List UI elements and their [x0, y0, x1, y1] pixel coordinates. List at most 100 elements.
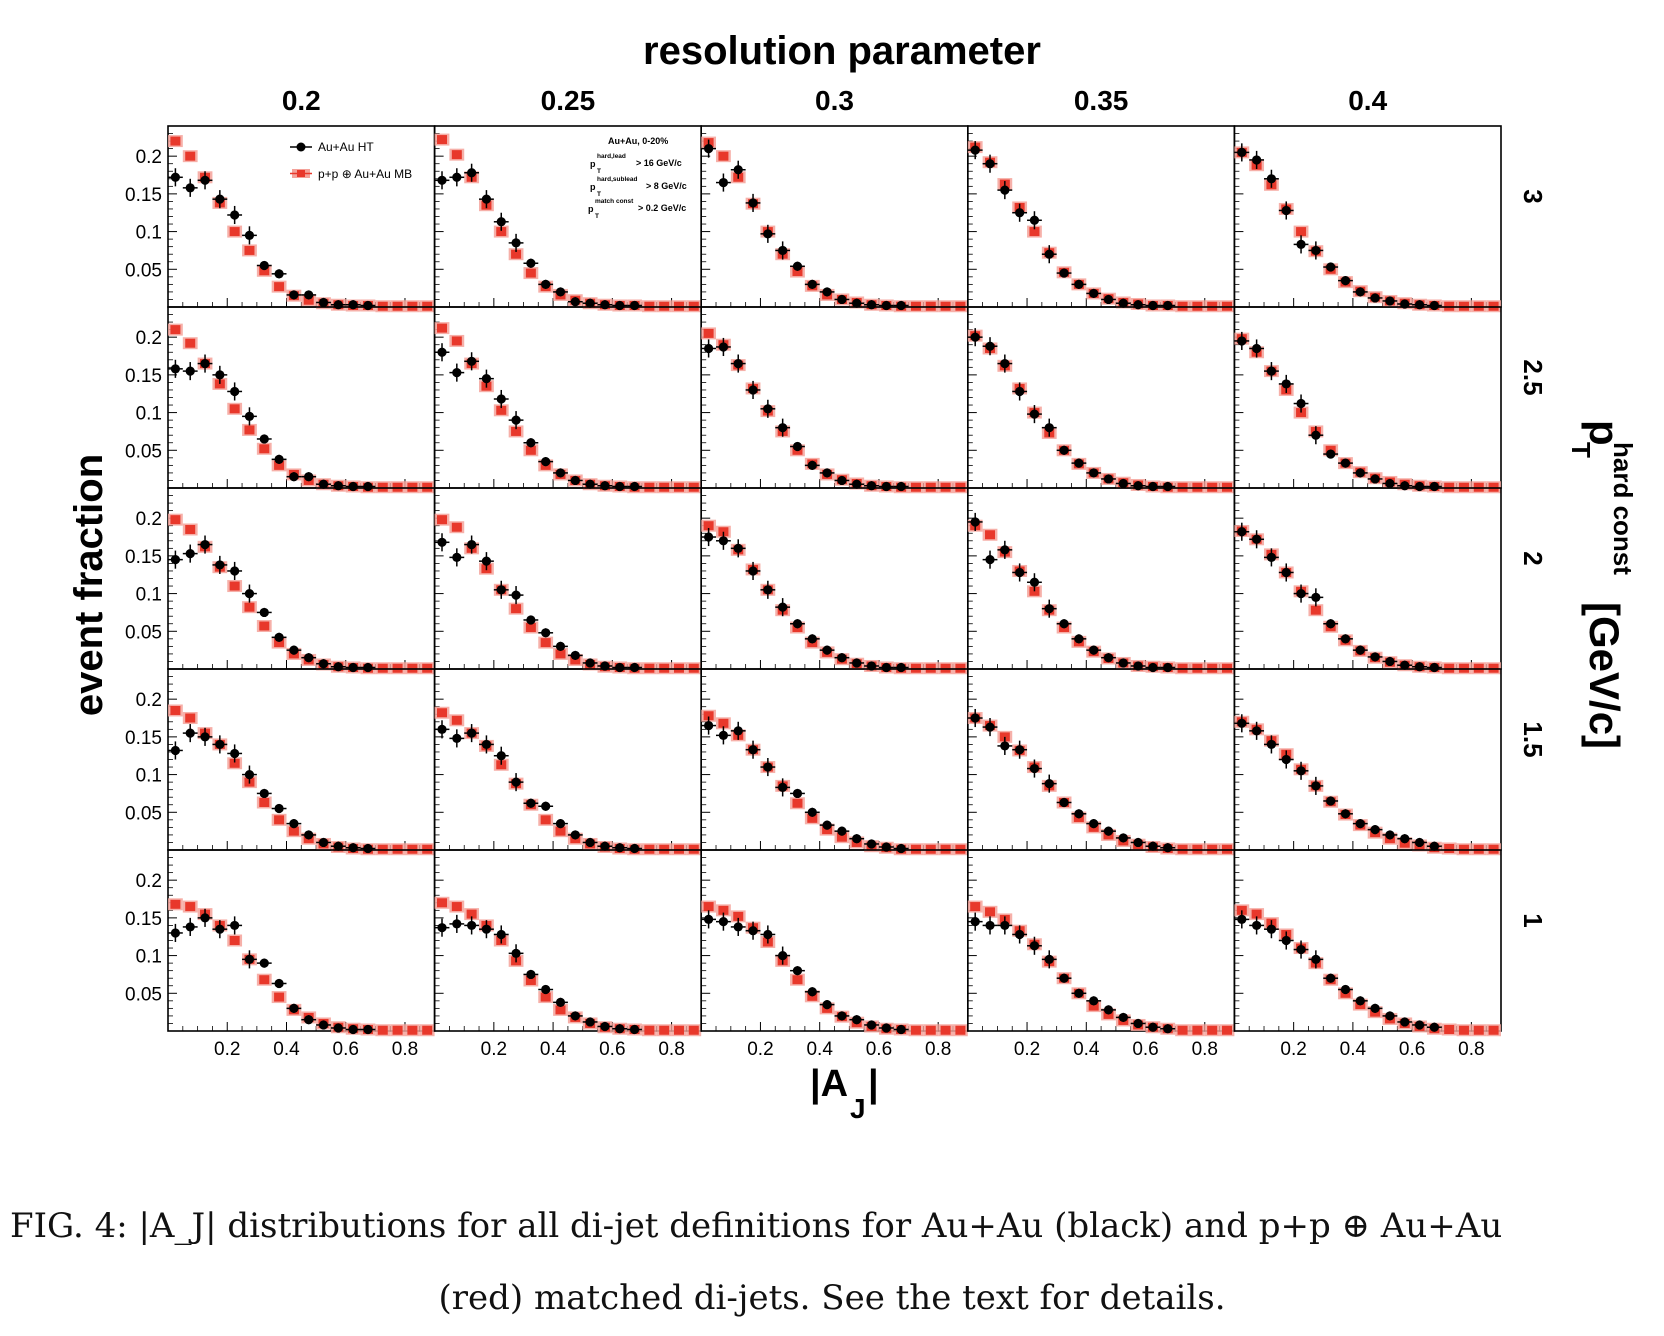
pp-point: [1029, 227, 1040, 237]
panel: 0.2 0.15 0.1 0.05: [125, 668, 436, 856]
auau-point: [1148, 481, 1158, 492]
auau-point: [585, 1017, 595, 1027]
panel: 0.2 0.4 0.6 0.8: [700, 849, 969, 1060]
auau-point: [615, 481, 625, 492]
auau-point: [1252, 920, 1262, 931]
auau-point: [274, 454, 284, 464]
auau-point: [185, 366, 195, 376]
x-tick-label: 0.2: [1014, 1039, 1040, 1060]
auau-point: [333, 662, 343, 672]
auau-point: [1266, 739, 1277, 750]
auau-point: [437, 537, 447, 547]
pp-point: [807, 813, 818, 823]
pp-point: [525, 975, 536, 985]
auau-point: [1281, 205, 1291, 216]
pp-point: [511, 604, 522, 614]
auau-point: [866, 839, 877, 849]
auau-point: [881, 481, 891, 492]
auau-point: [1340, 809, 1351, 819]
auau-point: [1000, 358, 1010, 369]
auau-point: [585, 479, 595, 489]
pp-point: [1473, 1025, 1484, 1035]
auau-point: [881, 300, 891, 311]
row-label: 3: [1518, 189, 1548, 203]
y-tick-label: 0.15: [125, 909, 162, 930]
panel-frame: [700, 487, 969, 670]
legend-pp-label: p+p ⊕ Au+Au MB: [318, 167, 412, 181]
panel-frame: [167, 125, 436, 308]
auau-point: [289, 819, 299, 829]
y-tick-label: 0.2: [136, 147, 162, 168]
x-axis-title-sub: J: [850, 1093, 866, 1124]
auau-point: [970, 332, 980, 342]
panel: [433, 487, 703, 675]
pp-point: [496, 405, 507, 415]
auau-point: [1281, 379, 1291, 389]
auau-point: [348, 662, 358, 673]
legend: Au+Au HT p+p ⊕ Au+Au MB: [290, 140, 412, 181]
auau-point: [1385, 656, 1395, 667]
auau-point: [230, 920, 240, 931]
auau-point: [615, 300, 625, 311]
auau-point: [807, 460, 817, 470]
x-axis-title-main: |A: [810, 1063, 848, 1105]
x-axis-title-tail: |: [868, 1063, 879, 1105]
auau-point: [985, 722, 995, 732]
auau-point: [852, 1015, 862, 1025]
auau-point: [1429, 1022, 1439, 1032]
pp-point: [437, 323, 448, 333]
pp-point: [836, 832, 847, 842]
auau-point: [1133, 481, 1143, 491]
auau-point: [778, 950, 788, 961]
x-tick-label: 0.6: [866, 1039, 892, 1060]
pp-point: [985, 907, 996, 917]
auau-point: [289, 1003, 299, 1013]
pp-point: [1310, 605, 1321, 615]
x-tick-label: 0.4: [1073, 1039, 1100, 1060]
auau-point: [896, 1024, 906, 1035]
auau-point: [541, 457, 551, 467]
column-label: 0.25: [541, 85, 596, 116]
auau-point: [318, 297, 329, 308]
pp-point: [229, 758, 240, 768]
auau-point: [763, 929, 773, 940]
auau-point: [1266, 366, 1277, 376]
cuts-line2-sub: T: [597, 168, 601, 175]
panel-frame: [433, 125, 703, 308]
auau-point: [1059, 268, 1069, 278]
auau-point: [1089, 468, 1099, 478]
auau-point: [837, 826, 847, 836]
y-tick-label: 0.15: [125, 547, 162, 568]
auau-point: [1355, 819, 1365, 829]
auau-point: [1059, 619, 1069, 629]
y-tick-label: 0.2: [136, 509, 162, 530]
y-tick-label: 0.15: [125, 185, 162, 206]
auau-point: [1015, 745, 1025, 755]
auau-point: [1400, 1017, 1410, 1027]
column-label: 0.2: [282, 85, 321, 116]
auau-point: [230, 210, 240, 220]
pp-point: [451, 715, 462, 725]
cuts-line3-sub: T: [597, 191, 601, 198]
x-axis-title: |A J |: [810, 1063, 879, 1124]
auau-point: [170, 745, 181, 756]
auau-point: [1400, 660, 1410, 670]
auau-point: [481, 924, 492, 934]
auau-point: [244, 230, 255, 240]
auau-point: [555, 468, 566, 478]
auau-point: [1414, 1020, 1425, 1030]
auau-point: [1429, 300, 1439, 311]
pp-point: [970, 902, 981, 912]
auau-point: [1429, 841, 1439, 851]
auau-point: [1385, 296, 1395, 306]
auau-point: [985, 159, 995, 169]
pp-point: [703, 711, 714, 721]
auau-point: [496, 929, 506, 940]
pp-point: [422, 1025, 433, 1035]
pp-point: [718, 151, 729, 161]
auau-point: [1103, 653, 1114, 663]
x-tick-label: 0.4: [806, 1039, 833, 1060]
auau-point: [881, 662, 891, 673]
column-label: 0.4: [1348, 85, 1387, 116]
right-axis-title-unit: [GeV/c]: [1581, 602, 1628, 749]
